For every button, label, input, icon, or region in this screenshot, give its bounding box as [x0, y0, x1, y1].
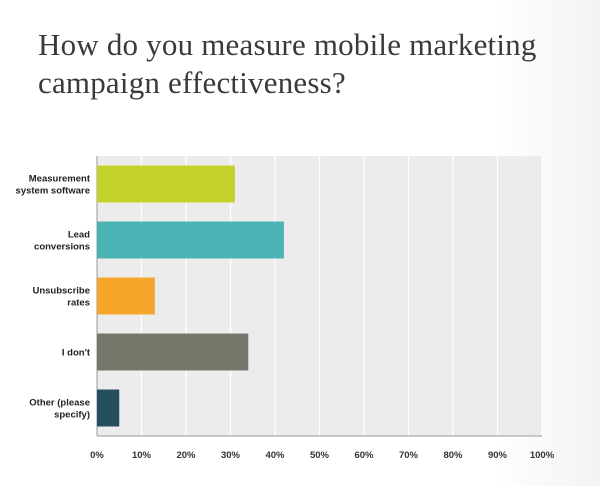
- category-label: I don't: [62, 348, 91, 359]
- x-tick-label: 50%: [310, 450, 330, 461]
- x-tick-label: 10%: [132, 450, 152, 461]
- x-tick-label: 90%: [488, 450, 508, 461]
- x-tick-labels: 0% 10% 20% 30% 40% 50% 60% 70% 80% 90% 100%: [90, 450, 555, 461]
- bar: [97, 165, 235, 203]
- category-labels: Measurement system software Lead conversion…: [16, 174, 91, 421]
- category-label: Unsubscribe rates: [32, 286, 90, 309]
- bar: [97, 333, 249, 371]
- x-tick-label: 100%: [530, 450, 555, 461]
- bar: [97, 277, 155, 315]
- x-tick-label: 70%: [399, 450, 419, 461]
- category-label: Lead conversions: [34, 230, 90, 253]
- chart-title: How do you measure mobile marketing camp…: [38, 27, 537, 100]
- bar: [97, 221, 284, 259]
- x-tick-label: 30%: [221, 450, 241, 461]
- x-tick-label: 40%: [265, 450, 285, 461]
- bar: [97, 389, 120, 427]
- x-tick-label: 0%: [90, 450, 104, 461]
- x-tick-label: 60%: [354, 450, 374, 461]
- category-label: Other (please specify): [29, 398, 90, 421]
- x-tick-label: 80%: [443, 450, 463, 461]
- x-tick-label: 20%: [176, 450, 196, 461]
- bars: [97, 165, 284, 427]
- category-label: Measurement system software: [16, 174, 91, 197]
- gridlines: [96, 156, 543, 437]
